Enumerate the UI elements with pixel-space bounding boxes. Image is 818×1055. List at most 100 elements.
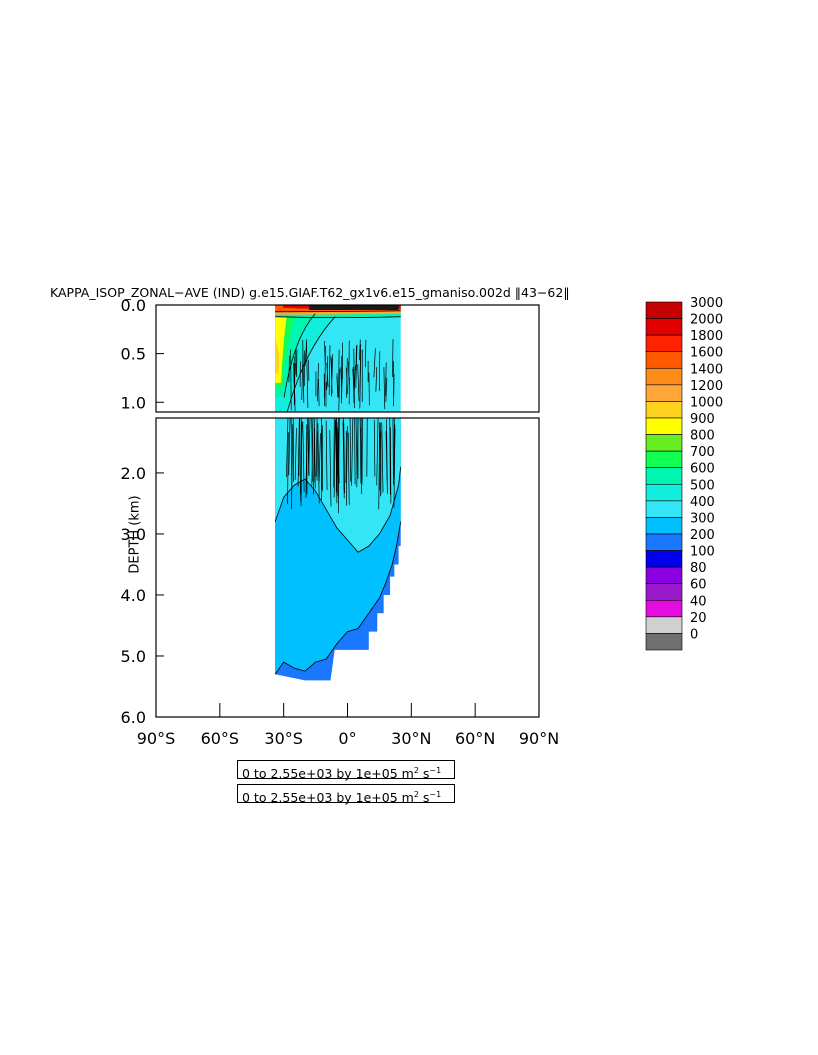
colorbar-label: 80 bbox=[690, 561, 707, 576]
colorbar-label: 800 bbox=[690, 429, 715, 444]
colorbar-label: 2000 bbox=[690, 313, 723, 328]
colorbar-swatch bbox=[645, 550, 683, 568]
y-tick-label: 4.0 bbox=[121, 586, 146, 605]
contour-streak bbox=[325, 420, 328, 490]
colorbar-swatch bbox=[645, 367, 683, 386]
colorbar-swatch bbox=[645, 633, 683, 651]
colorbar-label: 1000 bbox=[690, 395, 723, 410]
colorbar-swatch bbox=[645, 616, 683, 634]
contour-streak bbox=[349, 417, 352, 482]
unit-exponent-1b: −1 bbox=[429, 766, 442, 775]
colorbar-label: 20 bbox=[690, 611, 707, 626]
contour-streak bbox=[300, 421, 303, 502]
contour-streak bbox=[357, 364, 360, 402]
y-tick-label: 0.0 bbox=[121, 296, 146, 315]
contour-streak bbox=[385, 377, 388, 403]
unit-exponent-2: 2 bbox=[413, 790, 419, 799]
contour-streak bbox=[318, 378, 320, 407]
contour-streak bbox=[383, 367, 386, 410]
x-tick-label: 30°N bbox=[391, 729, 431, 748]
contour-streak bbox=[288, 417, 291, 476]
colorbar-label: 400 bbox=[690, 495, 715, 510]
contour-streak bbox=[288, 355, 290, 383]
x-tick-label: 0° bbox=[338, 729, 356, 748]
contour-streak bbox=[302, 421, 305, 492]
colorbar-swatch bbox=[645, 500, 683, 518]
contour-streak bbox=[287, 432, 289, 504]
contour-streak bbox=[336, 376, 339, 397]
contour-streak bbox=[333, 420, 336, 498]
colorbar-label: 200 bbox=[690, 528, 715, 543]
x-tick-label: 90°N bbox=[519, 729, 559, 748]
contour-streak bbox=[336, 417, 339, 496]
contour-streak bbox=[365, 340, 367, 368]
contour-streak bbox=[359, 349, 362, 409]
contour-streak bbox=[373, 348, 376, 378]
contour-streak bbox=[307, 418, 310, 476]
contour-streak bbox=[318, 433, 321, 483]
y-tick-label: 5.0 bbox=[121, 647, 146, 666]
contour-streak bbox=[376, 417, 379, 486]
contour-streak bbox=[385, 362, 387, 397]
contour-info-text-1: 0 to 2.55e+03 by 1e+05 m bbox=[242, 766, 414, 781]
surface-contour-cluster bbox=[309, 305, 399, 310]
x-tick-label: 30°S bbox=[264, 729, 303, 748]
contour-streak bbox=[360, 417, 363, 494]
colorbar-swatch bbox=[645, 467, 683, 485]
contour-lower-400 bbox=[274, 466, 402, 553]
x-tick-label: 90°S bbox=[137, 729, 176, 748]
contour-streak bbox=[392, 339, 394, 378]
contour-streak bbox=[345, 426, 348, 506]
contour-upper-2 bbox=[283, 313, 316, 398]
contour-streak bbox=[375, 367, 378, 392]
colorbar-label: 1400 bbox=[690, 362, 723, 377]
southern-band-1000 bbox=[275, 339, 280, 374]
contour-streak bbox=[317, 423, 320, 504]
contour-streak bbox=[297, 417, 300, 487]
contour-streak bbox=[338, 417, 340, 479]
colorbar-swatch bbox=[645, 583, 683, 601]
contour-streak bbox=[338, 369, 341, 411]
contour-streak bbox=[302, 339, 305, 403]
unit-exponent-1: 2 bbox=[413, 766, 419, 775]
y-tick-label: 0.5 bbox=[121, 345, 146, 364]
contour-streak bbox=[353, 348, 355, 409]
contour-streak bbox=[355, 344, 358, 388]
unit-tail-2: s bbox=[418, 790, 430, 805]
contour-streak bbox=[291, 424, 294, 510]
colorbar-swatch bbox=[645, 301, 683, 319]
contour-streak bbox=[300, 417, 302, 494]
colorbar-label: 1800 bbox=[690, 329, 723, 344]
upper-panel-frame bbox=[155, 304, 540, 413]
contour-streak bbox=[326, 356, 329, 390]
contour-streak bbox=[359, 339, 361, 361]
contour-streak bbox=[359, 417, 362, 484]
contour-streak bbox=[286, 417, 289, 477]
contour-streak bbox=[314, 431, 316, 489]
unit-exponent-2b: −1 bbox=[429, 790, 442, 799]
colorbar-label: 900 bbox=[690, 412, 715, 427]
contour-info-box-2: 0 to 2.55e+03 by 1e+05 m2 s−1 bbox=[237, 784, 455, 805]
contour-streak bbox=[343, 422, 345, 494]
contour-upper-3 bbox=[275, 316, 401, 319]
colorbar: 3000200018001600140012001000900800700600… bbox=[645, 296, 723, 651]
contour-streak bbox=[320, 417, 323, 490]
contour-streak bbox=[338, 349, 340, 398]
contour-streak bbox=[393, 428, 396, 486]
x-tick-label: 60°N bbox=[455, 729, 495, 748]
contour-streak bbox=[328, 345, 331, 395]
contour-lower-300 bbox=[274, 521, 402, 675]
y-axis: 0.0 0.5 1.0 2.0 3.0 4.0 5.0 6.0 bbox=[121, 296, 164, 727]
colorbar-label: 40 bbox=[690, 594, 707, 609]
contour-streak bbox=[311, 417, 314, 486]
colorbar-swatch bbox=[645, 334, 683, 353]
contour-streak bbox=[346, 358, 348, 398]
y-tick-label: 6.0 bbox=[121, 708, 146, 727]
contour-streak bbox=[381, 422, 384, 493]
colorbar-label: 60 bbox=[690, 578, 707, 593]
colorbar-swatch bbox=[645, 566, 683, 585]
contour-streak bbox=[296, 348, 298, 377]
colorbar-label: 700 bbox=[690, 445, 715, 460]
contour-streak bbox=[389, 417, 391, 495]
